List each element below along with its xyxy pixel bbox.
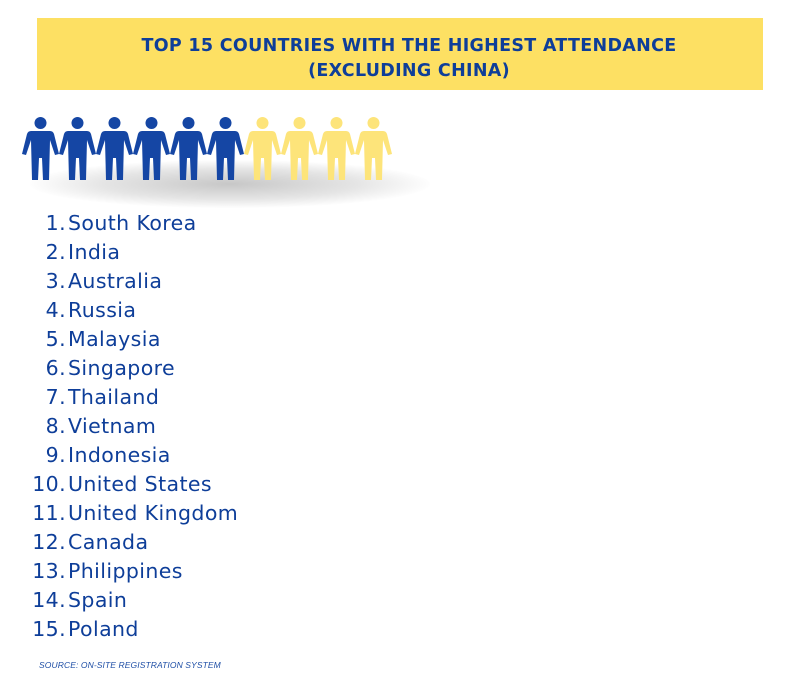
person-icon xyxy=(355,117,392,180)
list-item: 15.Poland xyxy=(30,615,238,644)
person-icon xyxy=(133,117,170,180)
rank-number: 4. xyxy=(45,298,66,322)
list-item: 12.Canada xyxy=(30,528,238,557)
country-name: Australia xyxy=(68,269,163,293)
list-item: 5.Malaysia xyxy=(30,325,238,354)
list-item: 10.United States xyxy=(30,470,238,499)
country-name: United States xyxy=(68,472,213,496)
rank-number: 12. xyxy=(32,530,66,554)
rank-number: 5. xyxy=(45,327,66,351)
list-item: 7.Thailand xyxy=(30,383,238,412)
country-name: Spain xyxy=(68,588,128,612)
country-name: United Kingdom xyxy=(68,501,239,525)
rank-number: 2. xyxy=(45,240,66,264)
rank-number: 10. xyxy=(32,472,66,496)
country-name: India xyxy=(68,240,121,264)
person-icon xyxy=(244,117,281,180)
person-icon xyxy=(170,117,207,180)
rank-number: 1. xyxy=(45,211,66,235)
rank-number: 11. xyxy=(32,501,66,525)
title-banner: TOP 15 COUNTRIES WITH THE HIGHEST ATTEND… xyxy=(37,18,763,90)
title-line-1: TOP 15 COUNTRIES WITH THE HIGHEST ATTEND… xyxy=(141,36,677,56)
list-item: 6.Singapore xyxy=(30,354,238,383)
rank-number: 8. xyxy=(45,414,66,438)
person-icon xyxy=(207,117,244,180)
list-item: 2.India xyxy=(30,238,238,267)
country-name: Canada xyxy=(68,530,149,554)
list-item: 1.South Korea xyxy=(30,209,238,238)
country-name: Russia xyxy=(68,298,137,322)
list-item: 8.Vietnam xyxy=(30,412,238,441)
list-item: 13.Philippines xyxy=(30,557,238,586)
list-item: 3.Australia xyxy=(30,267,238,296)
country-list: 1.South Korea 2.India 3.Australia 4.Russ… xyxy=(30,209,238,644)
country-name: South Korea xyxy=(68,211,197,235)
person-icon xyxy=(318,117,355,180)
people-figures-row xyxy=(22,116,422,216)
person-icon xyxy=(281,117,318,180)
country-name: Indonesia xyxy=(68,443,171,467)
person-icon xyxy=(22,117,59,180)
rank-number: 15. xyxy=(32,617,66,641)
rank-number: 13. xyxy=(32,559,66,583)
person-icon xyxy=(96,117,133,180)
country-name: Philippines xyxy=(68,559,183,583)
title-line-2: (EXCLUDING CHINA) xyxy=(308,61,510,81)
list-item: 14.Spain xyxy=(30,586,238,615)
list-item: 9.Indonesia xyxy=(30,441,238,470)
country-name: Vietnam xyxy=(68,414,157,438)
list-item: 11.United Kingdom xyxy=(30,499,238,528)
rank-number: 3. xyxy=(45,269,66,293)
rank-number: 14. xyxy=(32,588,66,612)
source-note: SOURCE: ON-SITE REGISTRATION SYSTEM xyxy=(39,660,221,670)
rank-number: 7. xyxy=(45,385,66,409)
person-icon xyxy=(59,117,96,180)
list-item: 4.Russia xyxy=(30,296,238,325)
rank-number: 9. xyxy=(45,443,66,467)
country-name: Malaysia xyxy=(68,327,161,351)
country-name: Singapore xyxy=(68,356,176,380)
country-name: Thailand xyxy=(68,385,160,409)
rank-number: 6. xyxy=(45,356,66,380)
country-name: Poland xyxy=(68,617,139,641)
